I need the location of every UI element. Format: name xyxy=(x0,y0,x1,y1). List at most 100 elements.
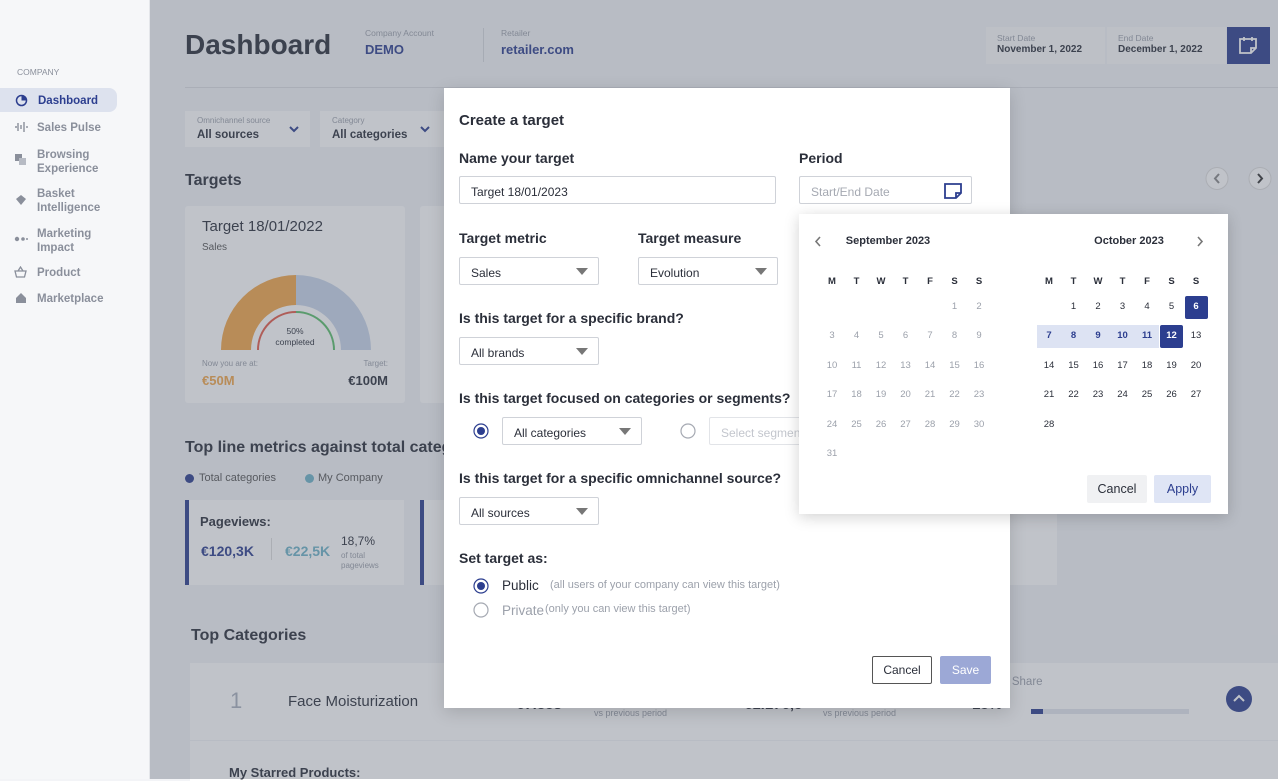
metric-select[interactable]: Sales xyxy=(459,257,599,285)
day[interactable]: 26 xyxy=(875,418,887,430)
day[interactable]: 23 xyxy=(1092,389,1104,401)
day[interactable]: 14 xyxy=(1043,359,1055,371)
day[interactable]: 27 xyxy=(900,418,911,430)
day[interactable]: 28 xyxy=(1043,418,1055,430)
day[interactable]: 22 xyxy=(1068,389,1079,401)
day[interactable]: 10 xyxy=(826,359,838,371)
day[interactable]: 26 xyxy=(1166,389,1177,401)
day[interactable]: 4 xyxy=(1144,301,1150,312)
day[interactable]: 13 xyxy=(900,359,911,371)
day[interactable]: 8 xyxy=(951,330,958,342)
day[interactable]: 15 xyxy=(1068,359,1079,371)
day[interactable]: 16 xyxy=(1092,359,1104,371)
cancel-button[interactable]: Cancel xyxy=(872,656,932,684)
day[interactable]: 19 xyxy=(1166,359,1177,371)
day[interactable]: 24 xyxy=(1117,389,1128,401)
day[interactable]: 31 xyxy=(826,448,838,459)
radio[interactable] xyxy=(473,578,489,594)
filter[interactable]: Omnichannel source All sources xyxy=(185,111,310,147)
day[interactable]: 23 xyxy=(973,389,985,401)
source-select[interactable]: All sources xyxy=(459,497,599,525)
icon xyxy=(16,195,26,205)
nav-item[interactable]: Product xyxy=(37,267,81,279)
radio[interactable] xyxy=(473,423,489,439)
option-label[interactable]: Public xyxy=(502,578,539,593)
day[interactable]: 5 xyxy=(878,330,884,342)
end-date-box[interactable]: End Date December 1, 2022 xyxy=(1107,27,1226,64)
day[interactable]: 3 xyxy=(829,330,835,342)
day[interactable]: 21 xyxy=(924,389,936,401)
chevron xyxy=(576,268,588,275)
day[interactable]: 6 xyxy=(902,330,909,342)
day[interactable]: 3 xyxy=(1119,301,1126,312)
day[interactable]: 13 xyxy=(1190,330,1202,342)
option-label[interactable]: Private xyxy=(502,603,545,618)
day[interactable]: 16 xyxy=(973,359,985,371)
nav-item[interactable]: Dashboard xyxy=(38,95,99,107)
period-input[interactable]: Start/End Date xyxy=(799,176,972,204)
day[interactable]: 27 xyxy=(1190,389,1202,401)
radio[interactable] xyxy=(680,423,696,439)
day[interactable]: 6 xyxy=(1193,301,1199,312)
day[interactable]: 17 xyxy=(1117,359,1128,371)
day[interactable]: 14 xyxy=(924,359,936,371)
day[interactable]: 17 xyxy=(826,389,838,401)
day[interactable]: 1 xyxy=(1070,301,1077,312)
retailer[interactable]: retailer.com xyxy=(501,42,574,57)
day[interactable]: 20 xyxy=(900,389,911,401)
section-title: Targets xyxy=(185,172,242,189)
day[interactable]: 19 xyxy=(875,389,887,401)
day[interactable]: 30 xyxy=(973,418,985,430)
next-month[interactable] xyxy=(1196,236,1204,247)
day[interactable]: 25 xyxy=(1141,389,1153,401)
prev-month[interactable] xyxy=(814,236,822,247)
day[interactable]: 28 xyxy=(924,418,936,430)
company-account[interactable]: DEMO xyxy=(365,42,404,57)
nav-item[interactable]: Marketplace xyxy=(37,293,104,305)
target-card[interactable]: Target 18/01/2022 Sales 50% completed No… xyxy=(185,206,405,403)
carousel-arrows[interactable] xyxy=(1205,166,1273,191)
cancel-button[interactable]: Cancel xyxy=(1087,475,1147,503)
nav-item[interactable]: Basket Intelligence xyxy=(37,188,101,214)
day[interactable]: 10 xyxy=(1117,330,1128,342)
day[interactable]: 5 xyxy=(1168,301,1175,312)
day[interactable]: 9 xyxy=(1095,330,1101,342)
day[interactable]: 12 xyxy=(1166,330,1177,342)
day[interactable]: 1 xyxy=(951,301,958,312)
day[interactable]: 11 xyxy=(1141,330,1153,342)
category-select[interactable]: All categories xyxy=(502,417,642,445)
day[interactable]: 7 xyxy=(1046,330,1052,342)
day[interactable]: 7 xyxy=(927,330,933,342)
collapse-button[interactable] xyxy=(1225,685,1253,713)
day[interactable]: 9 xyxy=(976,330,982,342)
day[interactable]: 24 xyxy=(826,418,838,430)
day[interactable]: 20 xyxy=(1190,359,1202,371)
save-button[interactable]: Save xyxy=(940,656,991,684)
day[interactable]: 2 xyxy=(1095,301,1101,312)
radio[interactable] xyxy=(473,602,489,618)
brand-select[interactable]: All brands xyxy=(459,337,599,365)
day[interactable]: 22 xyxy=(949,389,960,401)
day[interactable]: 8 xyxy=(1070,330,1077,342)
day[interactable]: 15 xyxy=(949,359,960,371)
start-date-box[interactable]: Start Date November 1, 2022 xyxy=(986,27,1105,64)
metric-card[interactable]: Pageviews: €120,3K €22,5K 18,7% of total… xyxy=(185,500,404,585)
day[interactable]: 29 xyxy=(949,418,960,430)
name-input[interactable]: Target 18/01/2023 xyxy=(459,176,776,204)
filter[interactable]: Category All categories xyxy=(320,111,445,147)
nav-item[interactable]: Marketing Impact xyxy=(37,228,92,254)
measure-select[interactable]: Evolution xyxy=(638,257,778,285)
active-item[interactable] xyxy=(0,88,117,112)
day[interactable]: 4 xyxy=(853,330,860,342)
nav-item[interactable]: Sales Pulse xyxy=(37,122,101,134)
day[interactable]: 18 xyxy=(851,389,862,401)
day[interactable]: 2 xyxy=(976,301,982,312)
nav-item[interactable]: Browsing Experience xyxy=(37,149,99,175)
day[interactable]: 12 xyxy=(875,359,887,371)
day[interactable]: 21 xyxy=(1043,389,1055,401)
apply-button[interactable]: Apply xyxy=(1154,475,1211,503)
calendar-button[interactable] xyxy=(1227,27,1270,64)
day[interactable]: 25 xyxy=(851,418,862,430)
day[interactable]: 11 xyxy=(851,359,862,371)
day[interactable]: 18 xyxy=(1141,359,1153,371)
